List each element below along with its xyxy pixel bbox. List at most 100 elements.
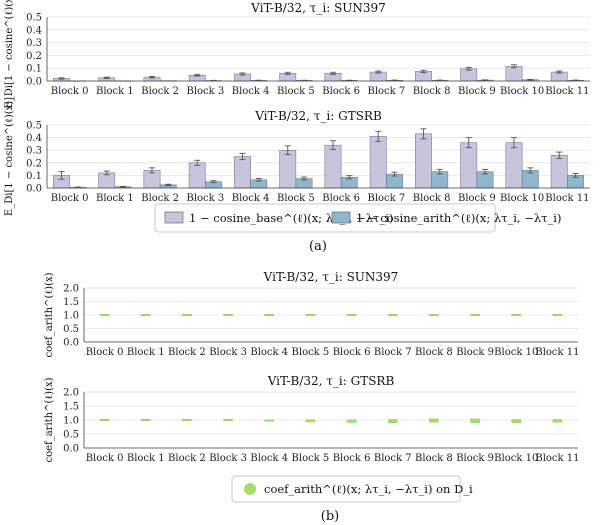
x-tick-label: Block 1 <box>96 193 134 204</box>
x-tick-label: Block 3 <box>186 86 224 97</box>
bar <box>505 142 523 189</box>
x-tick-label: Block 4 <box>232 193 270 204</box>
x-tick-label: Block 0 <box>86 347 124 358</box>
x-tick-label: Block 4 <box>250 347 288 358</box>
box-marker <box>470 314 480 317</box>
x-tick-label: Block 5 <box>277 193 315 204</box>
x-tick-label: Block 5 <box>292 453 330 464</box>
x-tick-label: Block 0 <box>86 453 124 464</box>
y-tick-label: 0.5 <box>63 324 79 335</box>
x-tick-label: Block 6 <box>333 453 371 464</box>
y-tick-label: 0.1 <box>26 64 42 75</box>
bar <box>188 162 206 189</box>
y-tick-label: 0.1 <box>26 171 42 182</box>
box-marker <box>511 314 521 317</box>
box-marker <box>182 314 192 317</box>
box-marker <box>223 314 233 317</box>
x-tick-label: Block 8 <box>415 347 453 358</box>
box-marker <box>182 418 192 422</box>
y-tick-label: 1.5 <box>63 297 79 308</box>
chart-a1: 0.0 0.1 0.2 0.3 0.40.5 ViT-B/32, τ_i: SUN397 E… <box>4 0 590 109</box>
x-tick-label: Block 10 <box>494 347 538 358</box>
x-tick-label: Block 2 <box>168 453 206 464</box>
x-tick-label: Block 4 <box>250 453 288 464</box>
x-tick-label: Block 9 <box>458 86 496 97</box>
x-tick-label: Block 10 <box>494 453 538 464</box>
box-marker <box>388 314 398 317</box>
legend-a: 1 − cosine_base^(ℓ)(x; λτ_i, −λτ_i) 1 − … <box>154 203 561 233</box>
bar <box>415 133 432 189</box>
x-tick-label: Block 9 <box>456 453 494 464</box>
caption-a: (a) <box>309 239 327 254</box>
x-tick-label: Block 11 <box>535 453 579 464</box>
x-tick-label: Block 2 <box>141 86 179 97</box>
box-marker <box>223 418 233 422</box>
x-tick-label: Block 7 <box>374 347 412 358</box>
x-tick-label: Block 0 <box>51 193 89 204</box>
chart-title: ViT-B/32, τ_i: SUN397 <box>263 270 399 284</box>
y-tick-label: 1.5 <box>63 402 79 413</box>
box-marker <box>511 419 521 424</box>
y-tick-label: 0.4 <box>26 133 42 144</box>
x-tick-label: Block 2 <box>141 193 179 204</box>
y-tick-label: 0.3 <box>26 146 42 157</box>
x-tick-label: Block 1 <box>96 86 134 97</box>
x-tick-label: Block 6 <box>322 193 360 204</box>
chart-a2: 0.0 0.1 0.20.3 0.40.5 ViT-B/32, τ_i: GTSRB E_… <box>4 97 590 216</box>
x-tick-label: Block 0 <box>51 86 89 97</box>
y-tick-label: 0.3 <box>26 38 42 49</box>
x-tick-label: Block 11 <box>545 86 589 97</box>
x-tick-label: Block 11 <box>545 193 589 204</box>
bar <box>460 68 478 82</box>
y-axis-label: E_Di[1 − cosine^(ℓ)(x)] <box>4 97 15 216</box>
x-tick-label: Block 5 <box>292 347 330 358</box>
box-marker <box>429 314 439 317</box>
x-tick-label: Block 4 <box>232 86 270 97</box>
bar <box>505 66 523 82</box>
y-tick-label: 1.0 <box>63 311 79 322</box>
bar <box>234 156 251 189</box>
x-tick-label: Block 7 <box>374 453 412 464</box>
box-marker <box>305 314 316 317</box>
x-tick-label: Block 6 <box>333 347 371 358</box>
x-tick-label: Block 3 <box>209 347 247 358</box>
x-tick-label: Block 7 <box>367 86 405 97</box>
y-tick-label: 2.0 <box>63 284 79 295</box>
x-tick-label: Block 8 <box>413 86 451 97</box>
bar <box>279 149 297 189</box>
x-tick-label: Block 3 <box>209 453 247 464</box>
x-tick-label: Block 11 <box>535 347 579 358</box>
y-tick-label: 1.0 <box>63 416 79 427</box>
x-tick-label: Block 1 <box>127 347 165 358</box>
x-tick-label: Block 5 <box>277 86 315 97</box>
box-marker <box>552 419 563 423</box>
box-marker <box>552 314 563 317</box>
x-tick-label: Block 2 <box>168 347 206 358</box>
y-tick-label: 2.0 <box>63 388 79 399</box>
legend-b-frame <box>231 475 461 503</box>
x-tick-label: Block 10 <box>500 86 544 97</box>
x-tick-label: Block 9 <box>456 347 494 358</box>
chart-b1: 0.0 0.5 1.0 1.5 2.0 ViT-B/32, τ_i: SUN397 coef… <box>44 270 579 358</box>
box-marker <box>429 418 439 423</box>
x-tick-label: Block 6 <box>322 86 360 97</box>
x-tick-label: Block 10 <box>500 193 544 204</box>
x-tick-label: Block 7 <box>367 193 405 204</box>
x-tick-label: Block 1 <box>127 453 165 464</box>
chart-title: ViT-B/32, τ_i: SUN397 <box>250 1 386 15</box>
legend-b-label: coef_arith^(ℓ)(x; λτ_i, −λτ_i) on D_i <box>264 482 473 496</box>
legend-a-frame <box>154 203 496 233</box>
x-tick-label: Block 9 <box>458 193 496 204</box>
caption-b: (b) <box>321 509 339 524</box>
legend-b: coef_arith^(ℓ)(x; λτ_i, −λτ_i) on D_i <box>231 475 473 503</box>
box-marker <box>470 418 480 424</box>
y-tick-label: 0.0 <box>26 184 42 195</box>
y-tick-label: 0.5 <box>26 121 42 132</box>
y-tick-label: 0.0 <box>26 77 42 88</box>
y-tick-label: 0.2 <box>26 158 42 169</box>
y-axis-label: coef_arith^(ℓ)(x) <box>44 272 55 357</box>
y-tick-label: 0.5 <box>63 430 79 441</box>
y-tick-label: 0.2 <box>26 51 42 62</box>
box-marker <box>346 314 357 317</box>
